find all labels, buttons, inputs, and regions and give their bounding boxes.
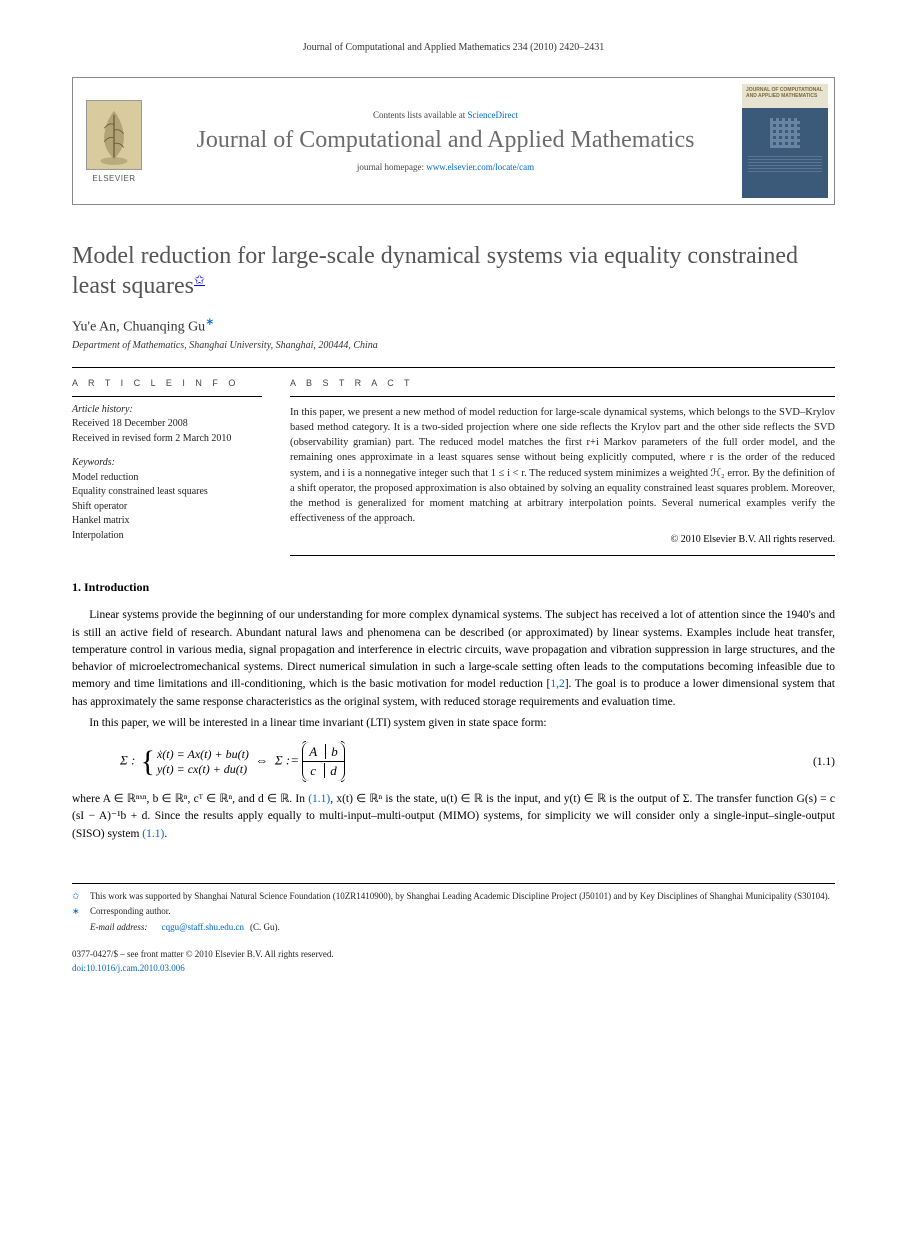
history-received: Received 18 December 2008 bbox=[72, 418, 188, 429]
fn-text-2: Corresponding author. bbox=[90, 905, 171, 919]
email-person: (C. Gu). bbox=[250, 921, 280, 935]
cover-lines bbox=[748, 154, 822, 172]
keyword-1: Equality constrained least squares bbox=[72, 486, 208, 497]
keyword-2: Shift operator bbox=[72, 501, 127, 512]
article-info-label: A R T I C L E I N F O bbox=[72, 368, 262, 396]
history-head: Article history: bbox=[72, 404, 133, 415]
author-names: Yu'e An, Chuanqing Gu bbox=[72, 320, 205, 335]
sciencedirect-link[interactable]: ScienceDirect bbox=[468, 110, 518, 120]
equation-1-1: Σ : { ẋ(t) = Ax(t) + bu(t) y(t) = cx(t) … bbox=[120, 742, 835, 781]
keyword-0: Model reduction bbox=[72, 472, 138, 483]
homepage-link[interactable]: www.elsevier.com/locate/cam bbox=[426, 162, 534, 172]
contents-available: Contents lists available at ScienceDirec… bbox=[373, 110, 518, 120]
intro-para-1: Linear systems provide the beginning of … bbox=[72, 607, 835, 711]
para3-c: . bbox=[164, 828, 167, 840]
authors: Yu'e An, Chuanqing Gu∗ bbox=[72, 315, 835, 336]
keyword-4: Interpolation bbox=[72, 530, 124, 541]
footnotes: ✩ This work was supported by Shanghai Na… bbox=[72, 883, 835, 935]
cover-graphic bbox=[770, 118, 800, 148]
title-text: Model reduction for large-scale dynamica… bbox=[72, 243, 798, 299]
section-heading: 1. Introduction bbox=[72, 580, 835, 595]
abstract-text: In this paper, we present a new method o… bbox=[290, 396, 835, 527]
article-history: Article history: Received 18 December 20… bbox=[72, 396, 262, 447]
footnote-email: E-mail address: cqgu@staff.shu.edu.cn (C… bbox=[72, 921, 835, 935]
publisher-name: ELSEVIER bbox=[92, 174, 135, 183]
article-title: Model reduction for large-scale dynamica… bbox=[72, 241, 835, 301]
journal-name: Journal of Computational and Applied Mat… bbox=[197, 126, 695, 155]
fn-mark-2: ∗ bbox=[72, 905, 84, 919]
contents-prefix: Contents lists available at bbox=[373, 110, 467, 120]
footer-doi: doi:10.1016/j.cam.2010.03.006 bbox=[72, 962, 835, 976]
keywords-block: Keywords: Model reduction Equality const… bbox=[72, 456, 262, 543]
history-revised: Received in revised form 2 March 2010 bbox=[72, 433, 231, 444]
ref-link-1-2[interactable]: 1,2 bbox=[550, 678, 564, 690]
footnote-corresponding: ∗ Corresponding author. bbox=[72, 905, 835, 919]
email-link[interactable]: cqgu@staff.shu.edu.cn bbox=[162, 921, 244, 935]
corresponding-author-link[interactable]: ∗ bbox=[205, 316, 214, 328]
article-info-column: A R T I C L E I N F O Article history: R… bbox=[72, 368, 262, 557]
para3-a: where A ∈ ℝⁿˣⁿ, b ∈ ℝⁿ, cᵀ ∈ ℝⁿ, and d ∈… bbox=[72, 793, 308, 805]
page-footer: 0377-0427/$ – see front matter © 2010 El… bbox=[72, 948, 835, 975]
abstract-column: A B S T R A C T In this paper, we presen… bbox=[290, 368, 835, 557]
publisher-block: ELSEVIER bbox=[73, 78, 155, 204]
footer-line-1: 0377-0427/$ – see front matter © 2010 El… bbox=[72, 948, 835, 962]
journal-cover-thumbnail: JOURNAL OF COMPUTATIONAL AND APPLIED MAT… bbox=[742, 84, 828, 198]
eq-link-1[interactable]: (1.1) bbox=[308, 793, 330, 805]
keyword-3: Hankel matrix bbox=[72, 515, 129, 526]
section-introduction: 1. Introduction Linear systems provide t… bbox=[72, 580, 835, 843]
doi-link[interactable]: 10.1016/j.cam.2010.03.006 bbox=[86, 963, 185, 973]
intro-para-3: where A ∈ ℝⁿˣⁿ, b ∈ ℝⁿ, cᵀ ∈ ℝⁿ, and d ∈… bbox=[72, 791, 835, 843]
abstract-copyright: © 2010 Elsevier B.V. All rights reserved… bbox=[290, 534, 835, 555]
title-footnote-link[interactable]: ✩ bbox=[194, 272, 205, 287]
masthead: ELSEVIER Contents lists available at Sci… bbox=[72, 77, 835, 205]
email-label: E-mail address: bbox=[90, 921, 147, 935]
cover-title: JOURNAL OF COMPUTATIONAL AND APPLIED MAT… bbox=[742, 84, 828, 108]
homepage-prefix: journal homepage: bbox=[357, 162, 426, 172]
doi-label-link[interactable]: doi: bbox=[72, 963, 86, 973]
abstract-label: A B S T R A C T bbox=[290, 368, 835, 396]
fn-mark-1: ✩ bbox=[72, 890, 84, 904]
running-head: Journal of Computational and Applied Mat… bbox=[72, 42, 835, 53]
keywords-head: Keywords: bbox=[72, 457, 115, 468]
eq-link-2[interactable]: (1.1) bbox=[142, 828, 164, 840]
fn-text-1: This work was supported by Shanghai Natu… bbox=[90, 890, 830, 904]
affiliation: Department of Mathematics, Shanghai Univ… bbox=[72, 340, 835, 351]
masthead-cover: JOURNAL OF COMPUTATIONAL AND APPLIED MAT… bbox=[736, 78, 834, 204]
rule-abstract-bottom bbox=[290, 555, 835, 556]
equation-number: (1.1) bbox=[813, 756, 835, 768]
homepage-line: journal homepage: www.elsevier.com/locat… bbox=[357, 162, 534, 172]
elsevier-logo bbox=[86, 100, 142, 170]
info-abstract-row: A R T I C L E I N F O Article history: R… bbox=[72, 368, 835, 557]
masthead-center: Contents lists available at ScienceDirec… bbox=[155, 78, 736, 204]
equation-body: Σ : { ẋ(t) = Ax(t) + bu(t) y(t) = cx(t) … bbox=[120, 742, 801, 781]
footnote-funding: ✩ This work was supported by Shanghai Na… bbox=[72, 890, 835, 904]
intro-para-2: In this paper, we will be interested in … bbox=[72, 715, 835, 732]
